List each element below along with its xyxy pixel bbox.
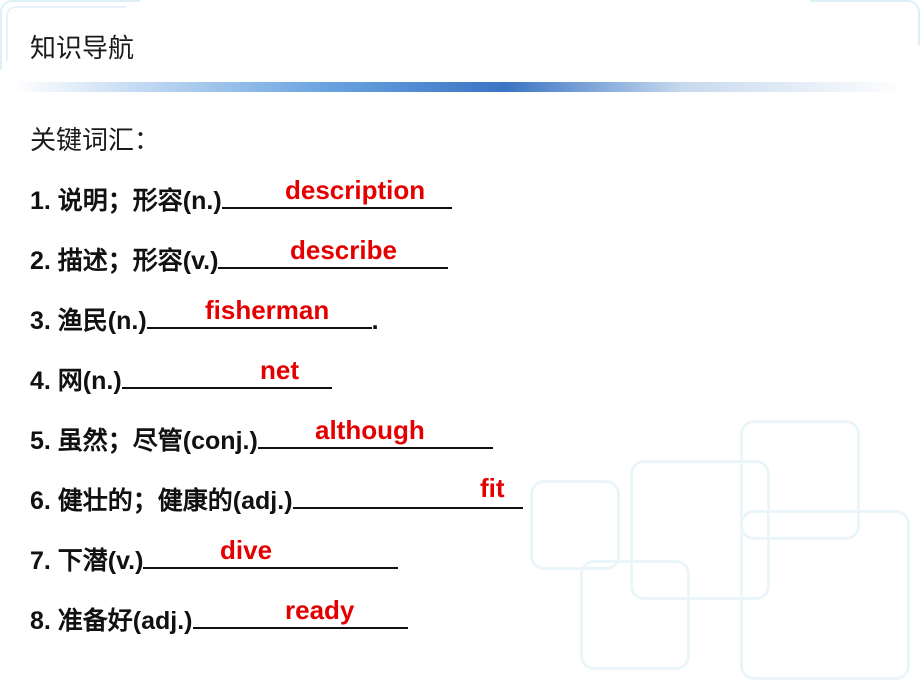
vocab-prompt: 6. 健壮的；健康的(adj.): [30, 481, 293, 517]
vocab-prompt: 8. 准备好(adj.): [30, 601, 193, 637]
corner-deco-tr: [810, 0, 920, 45]
vocab-answer: description: [285, 175, 425, 206]
vocab-row: 5. 虽然；尽管(conj.)although: [30, 421, 890, 481]
vocab-answer: net: [260, 355, 299, 386]
vocab-row: 3. 渔民(n.).fisherman: [30, 301, 890, 361]
content-area: 关键词汇： 1. 说明；形容(n.)description2. 描述；形容(v.…: [30, 120, 890, 661]
gradient-divider: [14, 82, 906, 92]
vocab-row: 1. 说明；形容(n.)description: [30, 181, 890, 241]
vocab-answer: fit: [480, 473, 505, 504]
vocab-row: 6. 健壮的；健康的(adj.)fit: [30, 481, 890, 541]
vocab-answer: ready: [285, 595, 354, 626]
vocab-prompt: 4. 网(n.): [30, 361, 122, 397]
vocab-answer: although: [315, 415, 425, 446]
vocab-answer: describe: [290, 235, 397, 266]
vocab-answer: fisherman: [205, 295, 329, 326]
vocab-row: 8. 准备好(adj.)ready: [30, 601, 890, 661]
section-subhead: 关键词汇：: [30, 120, 890, 157]
vocab-row: 4. 网(n.)net: [30, 361, 890, 421]
vocab-row: 7. 下潜(v.)dive: [30, 541, 890, 601]
vocab-row: 2. 描述；形容(v.)describe: [30, 241, 890, 301]
vocab-list: 1. 说明；形容(n.)description2. 描述；形容(v.)descr…: [30, 181, 890, 661]
trailing-text: .: [372, 307, 379, 336]
vocab-prompt: 1. 说明；形容(n.): [30, 181, 222, 217]
vocab-prompt: 7. 下潜(v.): [30, 541, 143, 577]
vocab-answer: dive: [220, 535, 272, 566]
page-title: 知识导航: [30, 28, 134, 65]
vocab-prompt: 2. 描述；形容(v.): [30, 241, 218, 277]
vocab-prompt: 5. 虽然；尽管(conj.): [30, 421, 258, 457]
fill-blank: [122, 362, 332, 390]
vocab-prompt: 3. 渔民(n.): [30, 301, 147, 337]
